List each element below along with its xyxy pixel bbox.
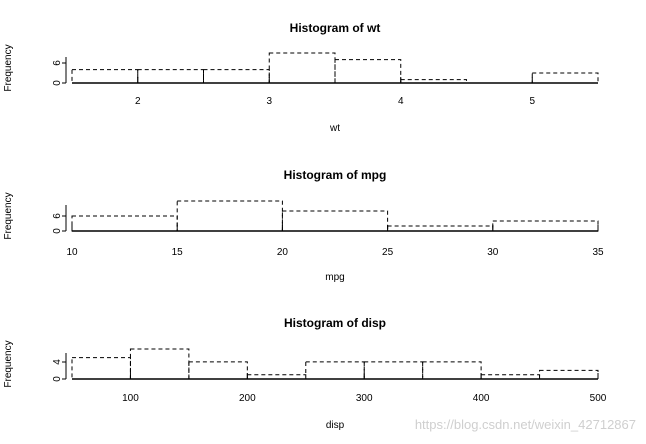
- histogram-bar: [334, 59, 402, 84]
- x-tick-label: 35: [592, 247, 604, 258]
- y-tick-label: 0: [52, 376, 63, 382]
- x-tick-label: 500: [590, 393, 607, 404]
- y-tick-label: 0: [52, 80, 63, 86]
- histogram-bar: [492, 220, 599, 232]
- histogram-bar: [363, 361, 424, 380]
- histogram-bar: [71, 215, 178, 232]
- x-axis-label: mpg: [325, 272, 344, 283]
- x-tick-label: 400: [473, 393, 490, 404]
- y-tick-label: 4: [52, 359, 63, 365]
- chart-title: Histogram of disp: [284, 316, 386, 330]
- x-tick-label: 30: [487, 247, 499, 258]
- histogram-panel-1: Histogram of wt 2 3 4 5 0 6 wt Frequency: [3, 21, 599, 134]
- y-tick-label: 6: [52, 60, 63, 66]
- x-tick-label: 4: [398, 96, 404, 107]
- histogram-bar: [539, 369, 599, 380]
- histogram-bar: [129, 348, 190, 380]
- histogram-bar: [268, 52, 336, 84]
- chart-title: Histogram of mpg: [284, 168, 387, 182]
- histogram-panel-3: Histogram of disp 100 200 300 400 500 0 4 disp Fr…: [3, 316, 607, 431]
- y-axis-label: Frequency: [3, 44, 14, 91]
- histogram-bar: [71, 357, 131, 380]
- x-tick-label: 200: [239, 393, 256, 404]
- histogram-bar: [176, 200, 283, 232]
- histogram-bar: [422, 361, 482, 380]
- x-tick-label: 25: [382, 247, 394, 258]
- y-tick-label: 0: [52, 228, 63, 234]
- histogram-bar: [203, 69, 270, 84]
- histogram-bar: [188, 361, 248, 380]
- x-tick-label: 100: [122, 393, 139, 404]
- x-tick-label: 3: [266, 96, 272, 107]
- x-tick-label: 300: [356, 393, 373, 404]
- x-tick-label: 2: [135, 96, 141, 107]
- histogram-bar: [531, 72, 599, 84]
- y-tick-label: 6: [52, 213, 63, 219]
- chart-title: Histogram of wt: [290, 21, 381, 35]
- y-axis-label: Frequency: [3, 192, 14, 239]
- x-axis-label: disp: [326, 420, 345, 431]
- histogram-panel-2: Histogram of mpg 10 15 20 25 30 35 0 6 mpg Frequen…: [3, 168, 604, 283]
- watermark-text: https://blog.csdn.net/weixin_42712867: [414, 417, 636, 432]
- x-axis-label: wt: [329, 123, 340, 134]
- x-tick-label: 5: [529, 96, 535, 107]
- histogram-bar: [387, 225, 494, 232]
- x-tick-label: 20: [277, 247, 289, 258]
- histogram-bar: [71, 69, 139, 84]
- histogram-bar: [305, 361, 365, 380]
- histogram-bar: [137, 69, 204, 84]
- histogram-bar: [281, 210, 389, 232]
- x-tick-label: 15: [172, 247, 184, 258]
- y-axis-label: Frequency: [3, 340, 14, 387]
- x-tick-label: 10: [66, 247, 78, 258]
